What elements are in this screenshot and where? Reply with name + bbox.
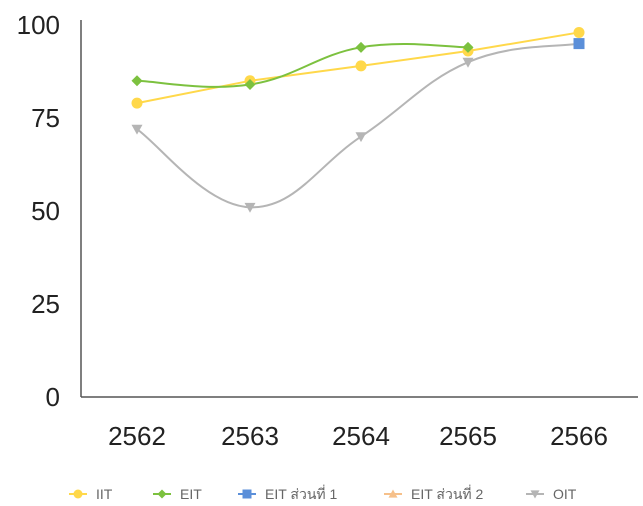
series-markers — [131, 26, 585, 213]
legend-label: EIT ส่วนที่ 2 — [411, 485, 484, 502]
series-2-point — [573, 38, 585, 50]
legend: IIT EIT EIT ส่วนที่ 1 EIT ส่วนที่ 2 OIT — [69, 485, 577, 502]
series-0-point — [573, 26, 585, 38]
legend-swatch-marker — [388, 489, 398, 498]
series-1-point — [462, 41, 474, 53]
legend-label: OIT — [553, 486, 577, 502]
series-4-line — [136, 42, 580, 209]
x-tick-label: 2565 — [439, 421, 497, 451]
legend-label: EIT ส่วนที่ 1 — [265, 485, 338, 502]
series-1-point — [355, 41, 367, 53]
legend-item-3: EIT ส่วนที่ 2 — [384, 485, 484, 502]
legend-swatch-marker — [73, 489, 83, 499]
series-0-point — [131, 97, 143, 109]
series-lines — [136, 31, 580, 209]
x-tick-labels: 2562 2563 2564 2565 2566 — [108, 421, 608, 451]
series-0-point — [355, 60, 367, 72]
legend-item-2: EIT ส่วนที่ 1 — [238, 485, 338, 502]
x-tick-label: 2562 — [108, 421, 166, 451]
legend-swatch-marker — [530, 490, 540, 499]
x-tick-label: 2566 — [550, 421, 608, 451]
series-4-point — [355, 132, 367, 143]
x-tick-label: 2564 — [332, 421, 390, 451]
y-tick-label: 0 — [46, 382, 60, 412]
y-tick-label: 25 — [31, 289, 60, 319]
series-1-line — [136, 43, 469, 88]
series-4-point — [131, 124, 143, 135]
legend-swatch-marker — [242, 489, 252, 499]
y-tick-label: 50 — [31, 196, 60, 226]
series-1-point — [131, 75, 143, 87]
y-tick-label: 100 — [17, 10, 60, 40]
legend-label: IIT — [96, 486, 113, 502]
series-4-point — [244, 202, 256, 213]
legend-label: EIT — [180, 486, 202, 502]
legend-item-0: IIT — [69, 486, 113, 502]
x-tick-label: 2563 — [221, 421, 279, 451]
legend-item-4: OIT — [526, 486, 577, 502]
legend-item-1: EIT — [153, 486, 202, 502]
axes — [80, 20, 638, 398]
y-tick-labels: 0 25 50 75 100 — [17, 10, 60, 412]
series-1-point — [244, 79, 256, 91]
legend-swatch-marker — [157, 489, 167, 499]
series-4-point — [462, 57, 474, 68]
y-tick-label: 75 — [31, 103, 60, 133]
